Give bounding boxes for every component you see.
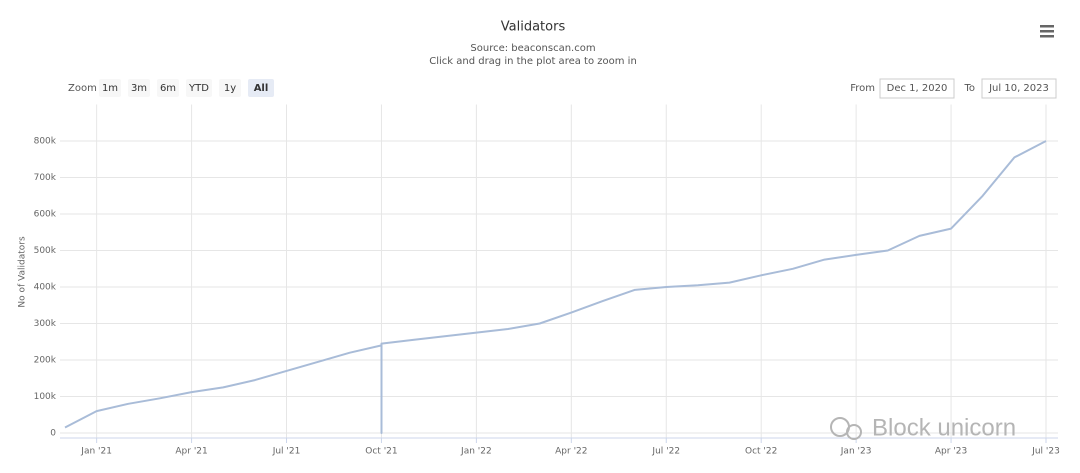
menu-bar: [1040, 25, 1054, 28]
x-tick-label: Apr '22: [555, 447, 587, 457]
zoom-button-label: All: [254, 83, 269, 94]
menu-button[interactable]: [1040, 25, 1054, 38]
zoom-button[interactable]: [186, 79, 212, 97]
zoom-button[interactable]: [128, 79, 150, 97]
zoom-button-label: YTD: [188, 83, 209, 94]
y-tick-label: 200k: [34, 356, 57, 366]
chart-subtitle: Source: beaconscan.com: [470, 43, 595, 54]
zoom-buttons: 1m 3m 6m YTD 1y All: [99, 79, 274, 97]
from-input[interactable]: [879, 78, 955, 99]
y-tick-label: 700k: [34, 173, 57, 183]
zoom-button-label: 1m: [102, 83, 118, 94]
x-tick-label: Jan '21: [80, 447, 112, 457]
to-value: Jul 10, 2023: [988, 83, 1049, 94]
zoom-hint: Click and drag in the plot area to zoom …: [429, 56, 637, 67]
x-tick-label: Jul '23: [1031, 447, 1060, 457]
watermark-icon: [846, 424, 862, 440]
zoom-button[interactable]: [219, 79, 241, 97]
y-tick-label: 300k: [34, 319, 57, 329]
zoom-button-label: 3m: [131, 83, 147, 94]
zoom-button[interactable]: [157, 79, 179, 97]
x-tick-label: Oct '21: [365, 447, 397, 457]
x-tick-label: Jan '22: [460, 447, 492, 457]
watermark-text: Block unicorn: [872, 414, 1016, 441]
zoom-button[interactable]: [99, 79, 121, 97]
chart-title: Validators: [501, 20, 566, 35]
y-tick-label: 400k: [34, 283, 57, 293]
menu-bar: [1040, 35, 1054, 38]
y-tick-label: 600k: [34, 210, 57, 220]
to-label: To: [963, 83, 975, 94]
y-tick-label: 0: [50, 429, 56, 439]
y-tick-label: 100k: [34, 392, 57, 402]
menu-bar: [1040, 30, 1054, 33]
y-axis-title: No of Validators: [18, 236, 28, 308]
y-tick-label: 500k: [34, 246, 57, 256]
x-tick-label: Oct '22: [745, 447, 777, 457]
plot-area[interactable]: 0 100k 200k 300k 400k 500k 600k 700k 800k Jan '21…: [34, 104, 1060, 457]
zoom-button-label: 6m: [160, 83, 176, 94]
x-tick-label: Jul '22: [651, 447, 680, 457]
zoom-button[interactable]: [248, 79, 274, 97]
y-tick-label: 800k: [34, 137, 57, 147]
data-line: [64, 140, 1047, 434]
zoom-button-label: 1y: [224, 83, 236, 94]
to-input[interactable]: [981, 78, 1057, 99]
watermark: Block unicorn: [830, 414, 1016, 441]
x-tick-label: Apr '21: [175, 447, 207, 457]
from-label: From: [850, 83, 875, 94]
x-tick-label: Apr '23: [935, 447, 967, 457]
from-value: Dec 1, 2020: [887, 83, 948, 94]
x-tick-label: Jul '21: [272, 447, 301, 457]
zoom-label: Zoom: [68, 83, 97, 94]
x-tick-label: Jan '23: [840, 447, 872, 457]
